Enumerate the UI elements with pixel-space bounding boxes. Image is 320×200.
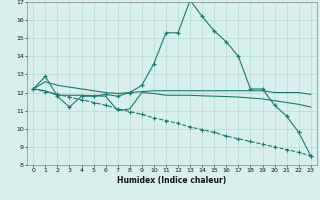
X-axis label: Humidex (Indice chaleur): Humidex (Indice chaleur) [117, 176, 227, 185]
